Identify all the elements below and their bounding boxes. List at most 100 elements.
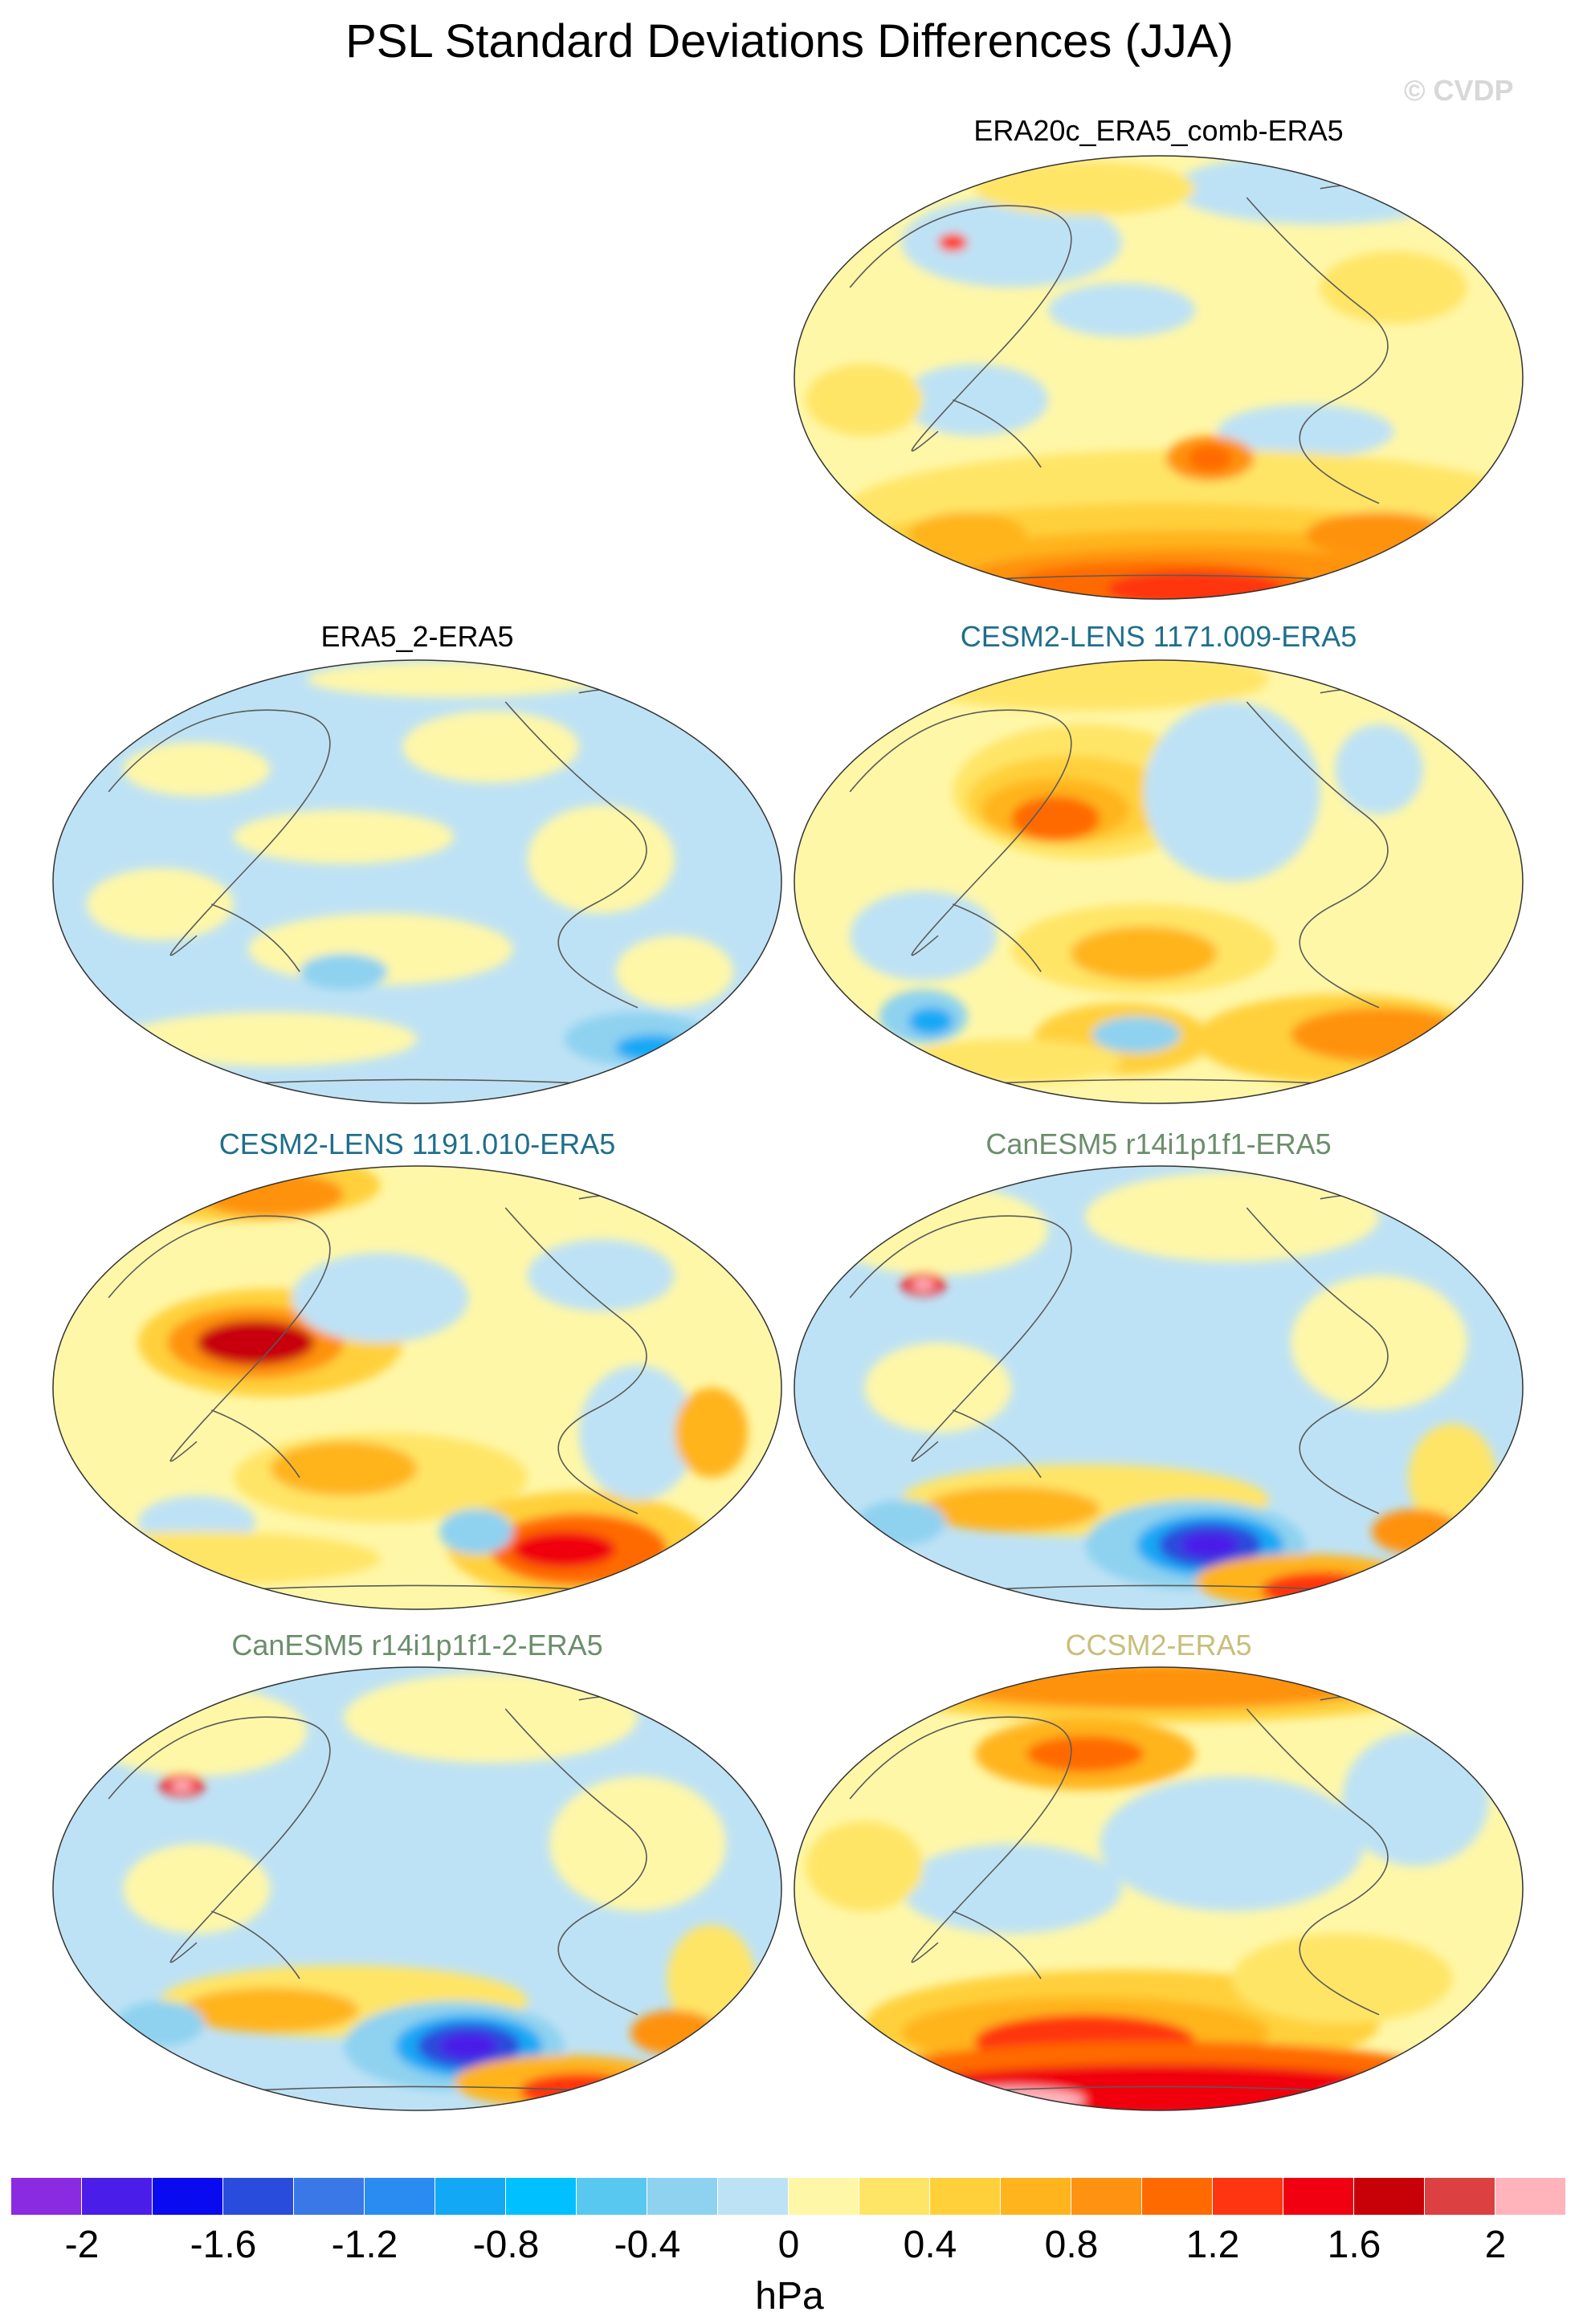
colorbar-tick-label: 0.4 xyxy=(903,2224,957,2266)
coastline xyxy=(504,1207,647,1515)
map-panel-era5-2 xyxy=(52,659,782,1104)
colorbar-swatch xyxy=(718,2178,789,2215)
colorbar-swatch xyxy=(1142,2178,1213,2215)
anomaly-contour xyxy=(578,1365,697,1500)
anomaly-contour xyxy=(1261,1572,1379,1608)
map-border xyxy=(794,659,1524,1104)
map-border xyxy=(794,1165,1524,1610)
colorbar-swatch xyxy=(223,2178,294,2215)
colorbar-swatch xyxy=(153,2178,223,2215)
colorbar-swatch xyxy=(82,2178,153,2215)
panel-title-ccsm2: CCSM2-ERA5 xyxy=(1065,1629,1252,1661)
anomaly-contour xyxy=(439,1509,513,1555)
anomaly-contour xyxy=(512,1531,616,1568)
coastline xyxy=(108,709,331,956)
anomaly-contour xyxy=(549,1776,726,1911)
anomaly-contour xyxy=(974,161,1196,216)
colorbar-tick-label: 0.8 xyxy=(1044,2224,1099,2266)
anomaly-contour xyxy=(527,1239,675,1311)
anomaly-contour xyxy=(123,742,271,797)
anomaly-contour xyxy=(520,2073,638,2110)
anomaly-contour xyxy=(1144,702,1320,882)
colorbar-swatch xyxy=(1071,2178,1142,2215)
panel-title-cesm2-1191: CESM2-LENS 1191.010-ERA5 xyxy=(218,1127,616,1160)
map-panel-canesm5-r14 xyxy=(794,1165,1524,1610)
anomaly-contour xyxy=(938,233,968,252)
anomaly-contour xyxy=(292,1253,469,1343)
coastline xyxy=(504,701,647,1009)
colorbar-tick-label: -1.2 xyxy=(331,2224,398,2266)
colorbar-tick-label: 1.6 xyxy=(1327,2224,1381,2266)
map-border xyxy=(52,1666,782,2111)
anomaly-contour xyxy=(850,891,998,981)
map-border xyxy=(794,155,1524,600)
colorbar-tick-label: 1.2 xyxy=(1185,2224,1240,2266)
anomaly-contour xyxy=(182,1988,359,2033)
map-border xyxy=(52,1165,782,1610)
anomaly-contour xyxy=(307,661,602,698)
anomaly-contour xyxy=(86,868,234,940)
colorbar-tick-label: 0 xyxy=(777,2224,800,2266)
anomaly-contour xyxy=(806,1821,924,1911)
anomaly-contour xyxy=(1085,1172,1379,1262)
anomaly-contour xyxy=(864,1343,1012,1433)
anomaly-contour xyxy=(1217,404,1394,459)
anomaly-contour xyxy=(123,1844,271,1934)
coastline xyxy=(953,399,1042,468)
colorbar-swatch xyxy=(365,2178,435,2215)
anomaly-contour xyxy=(1342,1731,1490,1866)
panel-title-cesm2-1171: CESM2-LENS 1171.009-ERA5 xyxy=(960,620,1357,653)
coastline xyxy=(108,1716,331,1963)
coastline xyxy=(953,903,1042,972)
map-panel-era20c xyxy=(794,155,1524,600)
anomaly-contour xyxy=(1026,1735,1144,1772)
anomaly-contour xyxy=(1180,1531,1240,1559)
colorbar-swatch xyxy=(1001,2178,1071,2215)
anomaly-contour xyxy=(270,1441,418,1496)
coastline xyxy=(953,1910,1042,1979)
anomaly-contour xyxy=(615,1034,690,1062)
coastline xyxy=(953,1409,1042,1478)
colorbar-swatch xyxy=(647,2178,718,2215)
coastline xyxy=(211,1910,300,1979)
anomaly-contour xyxy=(901,198,1122,287)
anomaly-contour xyxy=(938,2086,1085,2110)
anomaly-contour xyxy=(806,364,924,436)
anomaly-contour xyxy=(402,711,579,783)
anomaly-contour xyxy=(527,805,675,914)
panel-title-era20c: ERA20c_ERA5_comb-ERA5 xyxy=(973,114,1344,147)
page-title: PSL Standard Deviations Differences (JJA… xyxy=(345,15,1234,67)
coastline xyxy=(849,205,1072,452)
anomaly-contour xyxy=(1291,1275,1467,1410)
anomaly-contour xyxy=(344,1673,638,1763)
colorbar-swatch xyxy=(1425,2178,1495,2215)
anomaly-contour xyxy=(857,1500,946,1545)
anomaly-contour xyxy=(901,1844,1122,1934)
colorbar-tick-label: 2 xyxy=(1484,2224,1507,2266)
colorbar-swatch xyxy=(1354,2178,1425,2215)
coastline xyxy=(849,1716,1072,1963)
panel-title-era5-2: ERA5_2-ERA5 xyxy=(320,620,514,653)
colorbar-swatch xyxy=(930,2178,1001,2215)
anomaly-contour xyxy=(170,1779,194,1792)
colorbar-tick-label: -0.8 xyxy=(472,2224,540,2266)
anomaly-contour xyxy=(1305,512,1453,557)
anomaly-contour xyxy=(630,2010,719,2056)
panel-title-canesm5-r14: CanESM5 r14i1p1f1-ERA5 xyxy=(985,1127,1332,1160)
anomaly-contour xyxy=(1011,796,1100,842)
colorbar-swatch xyxy=(1283,2178,1354,2215)
colorbar-swatch xyxy=(435,2178,506,2215)
anomaly-contour xyxy=(1320,2086,1438,2110)
map-panel-canesm5-r14-2 xyxy=(52,1666,782,2111)
anomaly-contour xyxy=(123,1012,418,1066)
anomaly-contour xyxy=(439,2032,499,2060)
anomaly-contour xyxy=(197,1172,344,1217)
watermark: © CVDP xyxy=(1404,74,1514,107)
coastline xyxy=(211,1409,300,1478)
colorbar-swatch xyxy=(1213,2178,1283,2215)
anomaly-contour xyxy=(1100,1776,1365,1911)
anomaly-contour xyxy=(300,953,388,990)
anomaly-contour xyxy=(674,1388,749,1478)
anomaly-contour xyxy=(908,1007,953,1035)
panel-title-canesm5-r14-2: CanESM5 r14i1p1f1-2-ERA5 xyxy=(231,1629,603,1661)
